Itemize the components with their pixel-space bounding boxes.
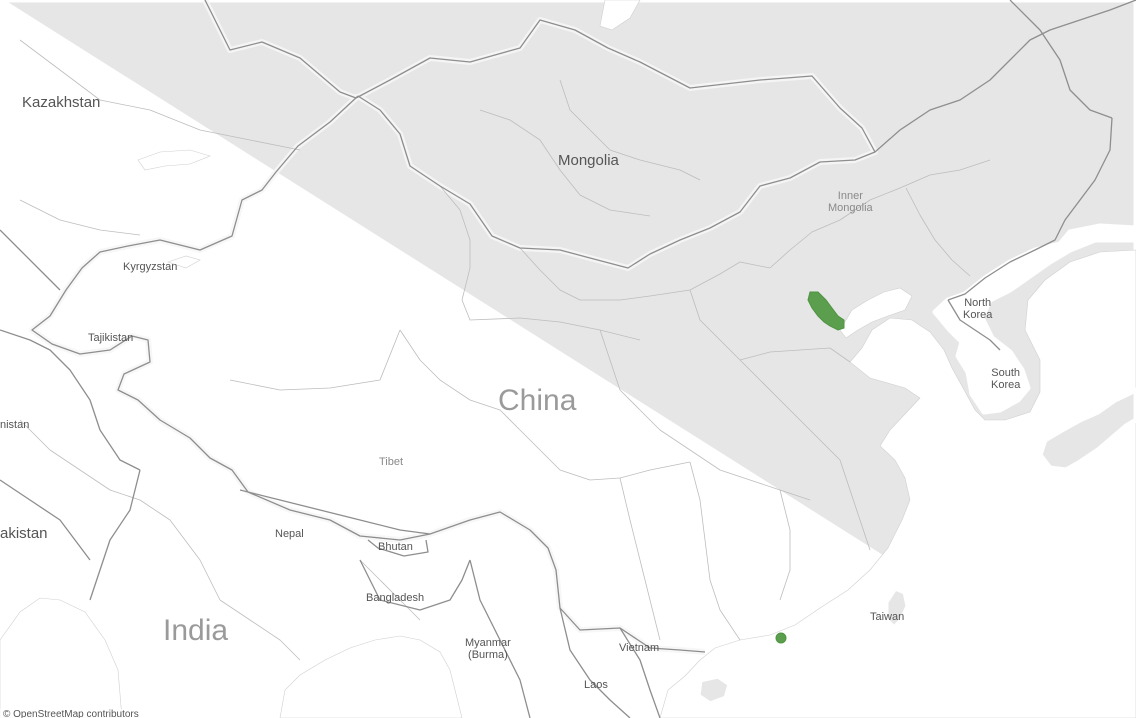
- label-inner-mongolia-line2: Mongolia: [828, 202, 873, 215]
- label-pakistan: akistan: [0, 525, 48, 542]
- data-marks[interactable]: [775, 291, 845, 644]
- label-south-korea-line1: South: [991, 367, 1021, 379]
- hainan-island: [695, 673, 733, 707]
- sea-bohai: [839, 287, 913, 339]
- data-mark-hong-kong[interactable]: [775, 632, 787, 644]
- japan: [1037, 387, 1136, 473]
- label-north-korea-line2: Korea: [963, 309, 993, 322]
- lake-balkhash: [137, 149, 211, 171]
- label-south-korea-line2: Korea: [991, 379, 1021, 392]
- label-tajikistan: Tajikistan: [88, 332, 134, 344]
- lake-baikal-area: [599, 0, 641, 31]
- data-mark-beijing-tianjin[interactable]: [807, 291, 845, 331]
- label-vietnam: Vietnam: [619, 642, 660, 654]
- label-myanmar-line2: (Burma): [468, 649, 508, 662]
- lake-issyk-kul: [167, 255, 201, 269]
- label-china: China: [498, 384, 577, 417]
- label-afghanistan: nistan: [0, 419, 30, 431]
- label-myanmar-line1: Myanmar: [465, 637, 511, 649]
- label-nepal: Nepal: [275, 528, 304, 540]
- sea-arabian: [0, 597, 123, 718]
- label-kyrgyzstan: Kyrgyzstan: [123, 261, 178, 273]
- label-india: India: [163, 614, 229, 647]
- label-mongolia: Mongolia: [558, 152, 619, 169]
- label-myanmar: Myanmar (Burma): [465, 637, 511, 661]
- sea-bengal: [279, 635, 463, 718]
- label-inner-mongolia: Inner Mongolia: [828, 190, 873, 214]
- label-north-korea: North Korea: [963, 297, 992, 321]
- label-tibet: Tibet: [379, 456, 404, 468]
- label-taiwan: Taiwan: [870, 611, 905, 623]
- label-bangladesh: Bangladesh: [366, 592, 425, 604]
- label-inner-mongolia-line1: Inner: [837, 190, 863, 202]
- map-attribution[interactable]: © OpenStreetMap contributors: [0, 709, 142, 718]
- label-north-korea-line1: North: [964, 297, 992, 309]
- taiwan-island: [883, 585, 911, 631]
- sea-east: [659, 249, 1136, 718]
- label-bhutan: Bhutan: [378, 541, 413, 553]
- label-south-korea: South Korea: [991, 367, 1020, 391]
- label-laos: Laos: [584, 679, 608, 691]
- province-borders: [19, 39, 991, 661]
- label-kazakhstan: Kazakhstan: [22, 94, 101, 111]
